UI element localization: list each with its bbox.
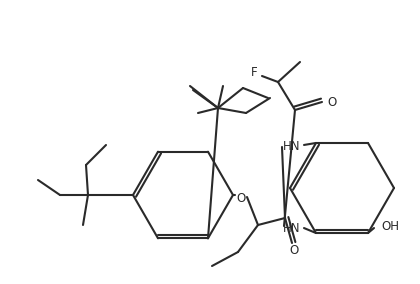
Text: O: O — [236, 191, 246, 204]
Text: O: O — [327, 95, 336, 108]
Text: OH: OH — [381, 220, 399, 233]
Text: O: O — [289, 245, 299, 258]
Text: HN: HN — [283, 141, 301, 153]
Text: HN: HN — [283, 222, 301, 235]
Text: F: F — [251, 66, 257, 78]
